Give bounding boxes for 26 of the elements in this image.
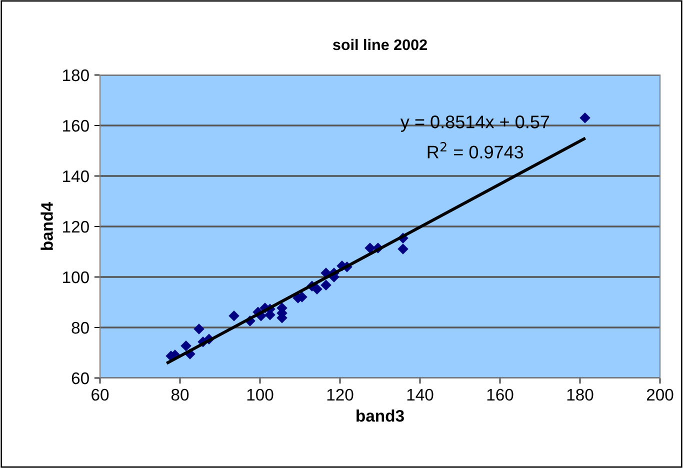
x-axis-title: band3 — [356, 410, 404, 422]
chart-title: soil line 2002 — [332, 38, 427, 50]
y-tick-label: 140 — [63, 170, 89, 182]
x-tick-label: 200 — [646, 388, 674, 401]
y-tick-label: 100 — [63, 271, 89, 284]
point — [180, 340, 192, 352]
x-tick-label: 180 — [567, 388, 594, 401]
y-tick-label: 80 — [72, 322, 89, 334]
annotation: R$^{2}$ = 0.9743 — [428, 142, 524, 158]
y-tick-label: 160 — [63, 120, 89, 132]
y-tick-label: 60 — [72, 372, 89, 384]
x-tick-label: 140 — [407, 388, 434, 401]
y-axis-title: band4 — [40, 202, 53, 250]
point — [312, 284, 322, 294]
x-tick-label: 100 — [247, 388, 274, 401]
y-tick-label: 120 — [63, 220, 89, 233]
x-tick-label: 60 — [92, 388, 109, 401]
x-tick-label: 120 — [327, 388, 354, 401]
x-tick-label: 80 — [171, 388, 189, 401]
point — [228, 310, 240, 322]
point — [320, 280, 332, 290]
y-tick-label: 180 — [63, 69, 89, 82]
x-tick-label: 160 — [487, 388, 514, 401]
point — [580, 112, 590, 124]
point — [398, 244, 408, 254]
point — [194, 324, 204, 334]
